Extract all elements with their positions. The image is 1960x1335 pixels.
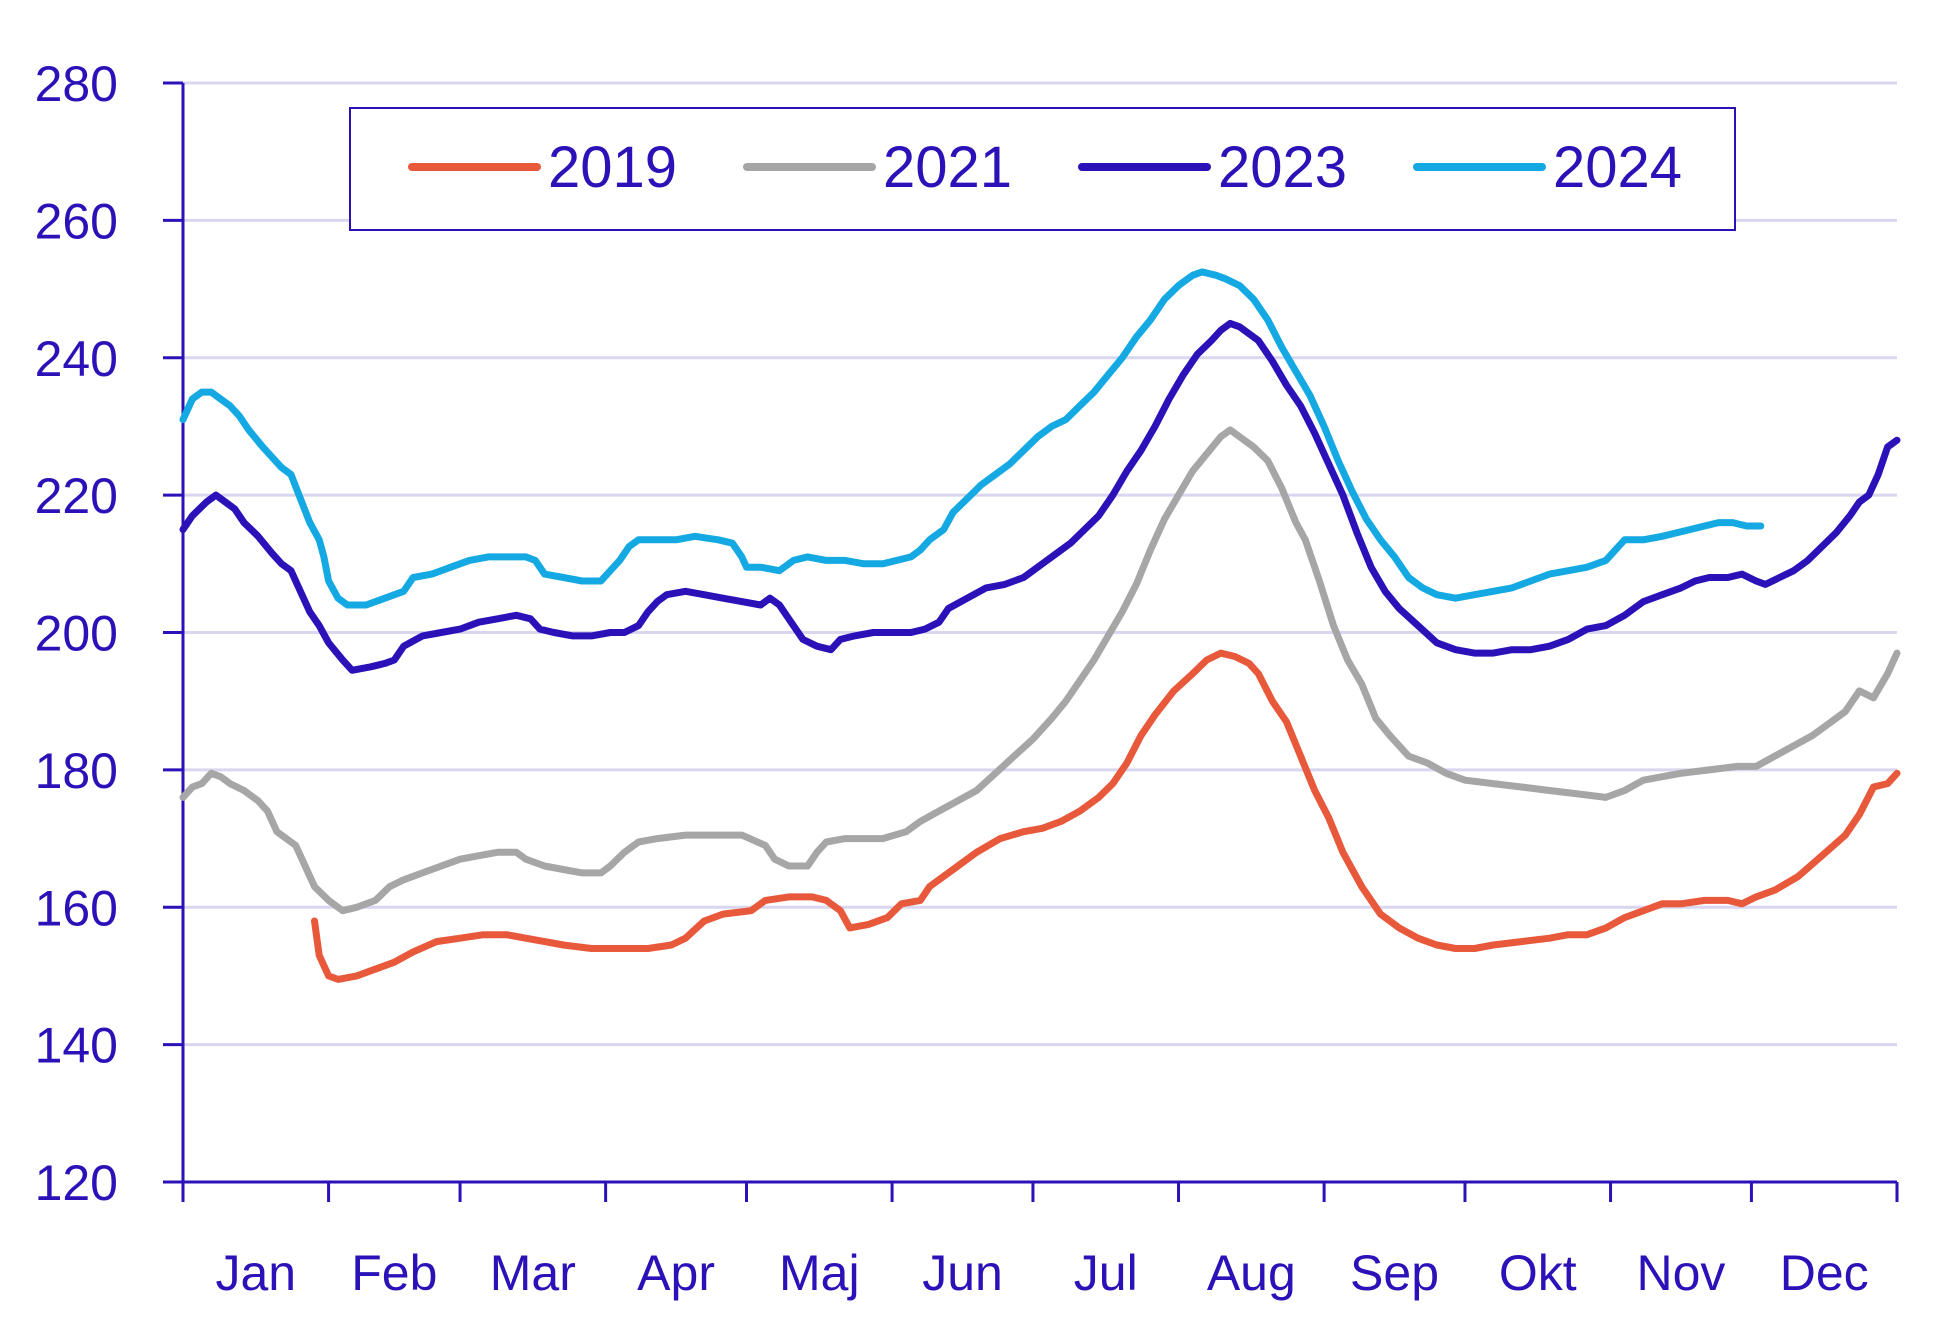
x-tick-label: Nov xyxy=(1637,1245,1726,1301)
series-line-2023 xyxy=(179,319,1901,674)
y-tick-label: 260 xyxy=(35,193,118,249)
y-tick-label: 160 xyxy=(35,880,118,936)
x-tick-label: Jan xyxy=(215,1245,296,1301)
legend-label-2021: 2021 xyxy=(883,135,1012,200)
legend-label-2024: 2024 xyxy=(1553,135,1682,200)
y-axis: 120 140 160 180 200 220 240 260 280 xyxy=(35,56,185,1211)
legend-label-2019: 2019 xyxy=(548,135,677,200)
y-tick-label: 200 xyxy=(35,606,118,662)
x-tick-label: Apr xyxy=(637,1245,715,1301)
x-tick-label: Jun xyxy=(922,1245,1003,1301)
y-tick-label: 140 xyxy=(35,1018,118,1074)
series-lines xyxy=(179,268,1901,983)
x-tick-label: Dec xyxy=(1780,1245,1869,1301)
x-tick-label: Sep xyxy=(1350,1245,1439,1301)
legend-label-2023: 2023 xyxy=(1218,135,1347,200)
x-tick-label: Maj xyxy=(779,1245,860,1301)
series-line-2021 xyxy=(179,426,1901,915)
x-tick-label: Feb xyxy=(351,1245,437,1301)
y-tick-label: 120 xyxy=(35,1155,118,1211)
x-tick-label: Jul xyxy=(1074,1245,1138,1301)
x-tick-label: Aug xyxy=(1207,1245,1296,1301)
y-tick-label: 240 xyxy=(35,331,118,387)
series-line-2024 xyxy=(179,268,1765,609)
x-axis: Jan Feb Mar Apr Maj Jun Jul Aug Sep Okt Nov Dec xyxy=(181,1180,1899,1301)
y-tick-label: 220 xyxy=(35,468,118,524)
x-tick-label: Okt xyxy=(1499,1245,1577,1301)
legend: 2019 2021 2023 2024 xyxy=(349,107,1736,231)
y-tick-label: 280 xyxy=(35,56,118,112)
x-tick-label: Mar xyxy=(490,1245,576,1301)
series-line-2019 xyxy=(311,649,1901,983)
y-tick-label: 180 xyxy=(35,743,118,799)
